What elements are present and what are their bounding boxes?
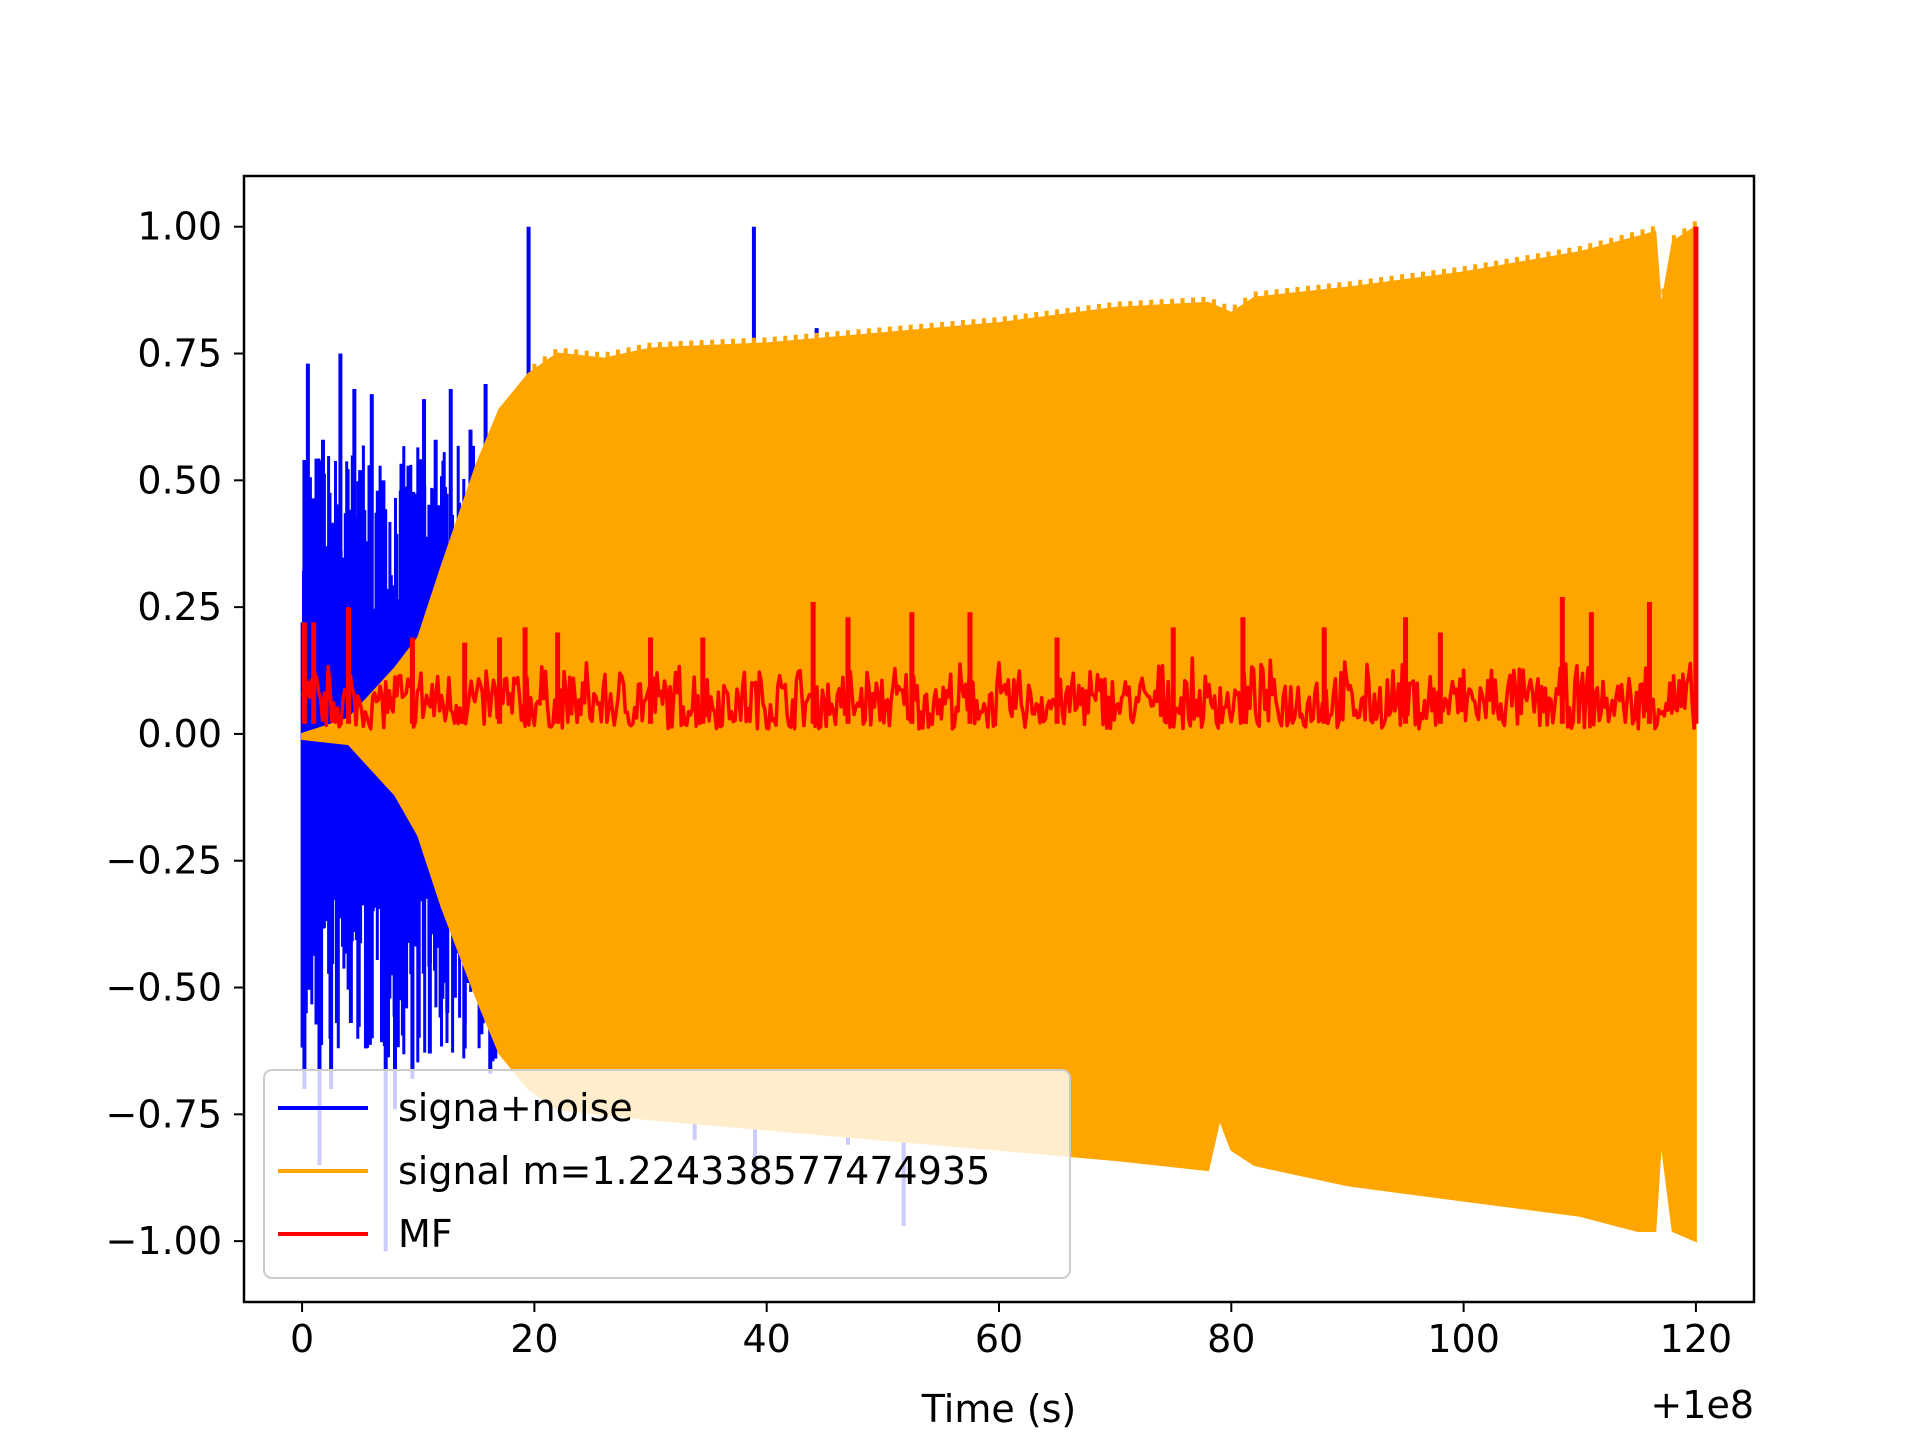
y-axis: 1.00 0.75 0.50 0.25 0.00 −0.25 −0.50 −0.75 −1.00 [106,205,244,1263]
signal-envelope-ripple [532,221,1697,370]
legend: signa+noise signal m=1.224338577474935 MF [263,1069,1071,1279]
y-tick-label: 0.25 [137,585,222,629]
x-tick-label: 120 [1660,1317,1733,1361]
y-tick-label: −0.50 [106,966,222,1010]
legend-label: signa+noise [398,1086,633,1130]
y-tick-label: 1.00 [137,205,222,249]
y-tick-label: 0.00 [137,712,222,756]
mf-line [300,656,1698,731]
x-tick-label: 100 [1427,1317,1500,1361]
x-axis-label: Time (s) [921,1387,1077,1431]
y-tick-label: −1.00 [106,1219,222,1263]
legend-label: MF [398,1212,453,1256]
x-axis: 0 20 40 60 80 100 120 [290,1302,1732,1361]
y-tick-label: 0.50 [137,458,222,502]
x-tick-label: 0 [290,1317,314,1361]
y-tick-label: −0.25 [106,839,222,883]
x-tick-label: 80 [1207,1317,1255,1361]
x-offset-label: +1e8 [1650,1383,1754,1427]
y-tick-label: 0.75 [137,332,222,376]
legend-label: signal m=1.224338577474935 [398,1149,990,1193]
x-tick-label: 20 [510,1317,558,1361]
legend-box [263,1069,1071,1279]
y-tick-label: −0.75 [106,1092,222,1136]
x-tick-label: 60 [975,1317,1023,1361]
x-tick-label: 40 [743,1317,791,1361]
